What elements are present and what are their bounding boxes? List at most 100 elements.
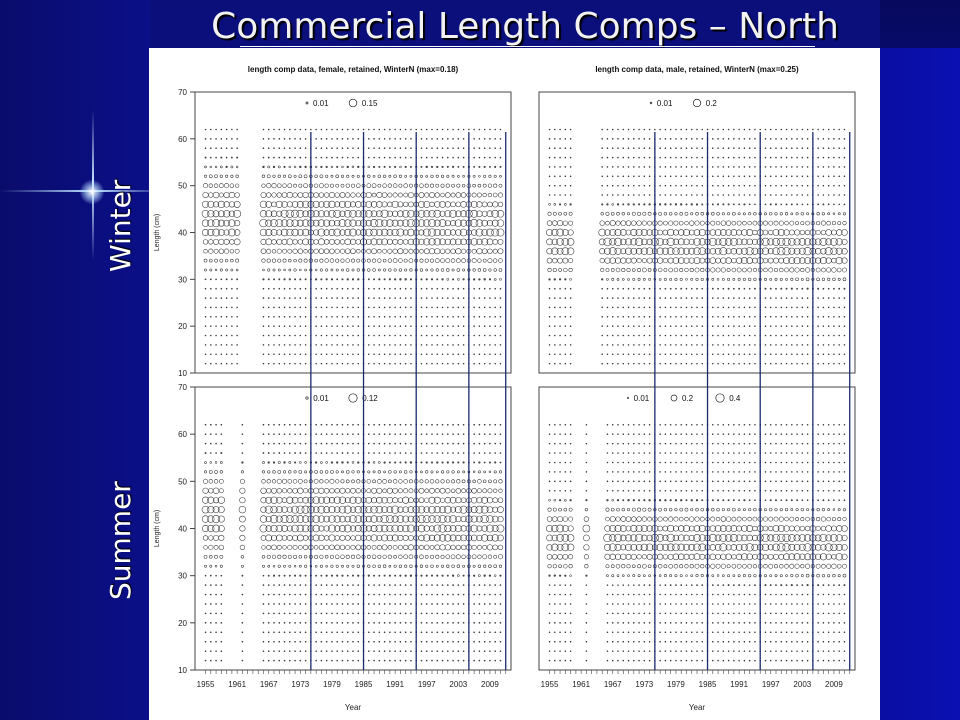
- bubble: [722, 659, 725, 662]
- bubble: [341, 593, 344, 596]
- bubble: [478, 175, 481, 178]
- bubble: [717, 175, 719, 178]
- bubble: [320, 452, 323, 454]
- bubble: [674, 499, 678, 502]
- bubble: [838, 325, 840, 327]
- bubble: [373, 452, 375, 454]
- bubble: [430, 554, 434, 559]
- bubble: [283, 612, 286, 615]
- bubble: [659, 184, 661, 187]
- bubble: [601, 278, 604, 281]
- bubble: [367, 278, 370, 281]
- bubble: [365, 219, 373, 227]
- bubble: [611, 128, 614, 131]
- bubble: [722, 203, 725, 206]
- bubble: [336, 640, 339, 643]
- bubble: [440, 192, 445, 198]
- bubble: [669, 175, 672, 178]
- bubble: [690, 471, 693, 473]
- bubble: [748, 306, 751, 309]
- bubble: [288, 584, 291, 586]
- bubble: [801, 334, 804, 337]
- bubble: [775, 362, 777, 365]
- bubble: [564, 603, 567, 605]
- bubble: [349, 525, 357, 532]
- bubble: [791, 297, 793, 299]
- bubble: [630, 553, 637, 560]
- bubble: [483, 362, 486, 365]
- bubble: [209, 650, 212, 652]
- bubble: [204, 470, 208, 474]
- bubble: [627, 508, 631, 512]
- bubble: [371, 192, 377, 198]
- bubble: [325, 334, 328, 337]
- bubble: [272, 574, 276, 577]
- legend-bubble: [649, 101, 653, 105]
- bubble: [373, 344, 375, 346]
- bubble: [368, 325, 370, 327]
- bubble: [387, 183, 393, 188]
- bubble: [336, 622, 339, 624]
- bubble: [627, 603, 630, 605]
- bubble: [335, 554, 340, 559]
- bubble: [446, 603, 449, 605]
- bubble: [775, 128, 777, 131]
- bubble: [733, 184, 735, 187]
- bubble: [610, 211, 615, 216]
- bubble: [611, 156, 614, 159]
- bubble: [389, 622, 391, 624]
- bubble: [356, 249, 361, 254]
- bubble: [273, 297, 275, 299]
- bubble: [548, 433, 551, 435]
- bubble: [489, 306, 491, 309]
- bubble: [609, 228, 617, 237]
- bubble: [425, 593, 428, 596]
- bubble: [289, 344, 291, 346]
- bubble: [241, 461, 244, 464]
- bubble: [717, 316, 719, 318]
- bubble: [444, 515, 452, 523]
- bubble: [762, 257, 769, 264]
- bubble: [383, 452, 386, 454]
- bubble: [425, 362, 428, 365]
- bubble: [659, 423, 661, 426]
- bubble: [569, 603, 572, 605]
- bubble: [494, 631, 497, 634]
- bubble: [617, 442, 619, 445]
- bubble: [397, 544, 403, 550]
- bubble: [669, 650, 672, 652]
- bubble: [388, 470, 392, 474]
- bubble: [643, 344, 646, 346]
- bubble: [817, 362, 819, 365]
- bubble: [204, 622, 207, 624]
- bubble: [685, 640, 688, 643]
- bubble: [457, 138, 460, 140]
- bubble: [261, 183, 266, 188]
- bubble: [680, 147, 682, 149]
- bubble: [659, 203, 662, 206]
- bubble: [294, 640, 296, 643]
- bubble: [636, 258, 642, 264]
- bubble: [383, 334, 386, 337]
- bubble: [559, 423, 561, 426]
- bubble: [447, 344, 449, 346]
- bubble: [633, 480, 635, 483]
- bubble: [608, 543, 617, 552]
- bubble: [372, 479, 376, 484]
- bubble: [346, 603, 349, 605]
- bubble: [648, 499, 651, 502]
- bubble: [585, 640, 588, 643]
- bubble: [325, 344, 328, 346]
- bubble: [625, 534, 633, 542]
- bubble: [277, 268, 281, 272]
- bubble: [440, 258, 445, 263]
- bubble: [320, 334, 323, 337]
- bubble: [423, 238, 431, 246]
- bubble: [462, 128, 465, 131]
- bubble: [304, 147, 307, 149]
- bubble: [620, 248, 627, 255]
- bubble: [489, 147, 491, 149]
- bubble: [425, 442, 428, 445]
- bubble: [341, 650, 344, 652]
- bubble: [796, 128, 798, 131]
